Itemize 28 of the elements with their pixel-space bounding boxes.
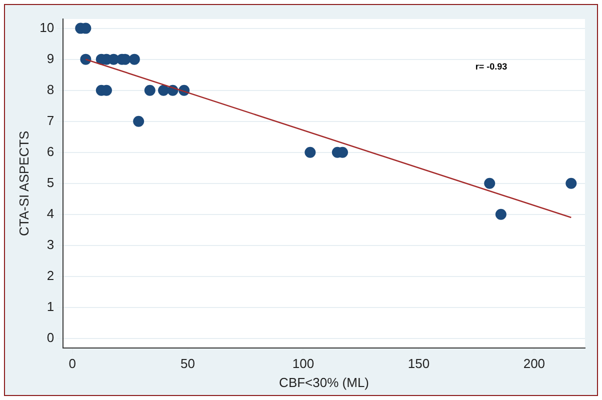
point: [304, 146, 316, 158]
x-tick-label: 100: [292, 356, 314, 372]
point: [158, 84, 170, 96]
y-tick-label: 7: [46, 112, 54, 128]
x-tick-label: 150: [408, 356, 430, 372]
point: [566, 178, 577, 189]
x-tick-label: 50: [180, 356, 196, 372]
y-axis-title: CTA-SI ASPECTS: [16, 130, 32, 236]
y-tick-label: 3: [46, 237, 54, 252]
point: [133, 116, 144, 127]
annotation: r= -0.93: [475, 61, 508, 72]
point: [128, 54, 140, 65]
y-tick-label: 8: [46, 82, 54, 97]
y-tick-label: 9: [46, 50, 54, 66]
point: [144, 84, 156, 96]
y-tick-label: 4: [46, 206, 54, 221]
y-tick-label: 5: [46, 174, 54, 190]
point: [495, 208, 506, 220]
point: [80, 54, 92, 65]
x-tick-label: 200: [523, 356, 546, 372]
x-tick-label: 0: [68, 356, 76, 372]
y-tick-label: 10: [40, 20, 54, 35]
point: [484, 178, 496, 189]
y-tick-label: 2: [46, 268, 54, 284]
y-tick-label: 6: [46, 144, 54, 159]
y-tick-label: 1: [46, 299, 54, 314]
x-axis-title: CBF<30% (ML): [279, 374, 370, 390]
y-tick-label: 0: [46, 330, 54, 346]
